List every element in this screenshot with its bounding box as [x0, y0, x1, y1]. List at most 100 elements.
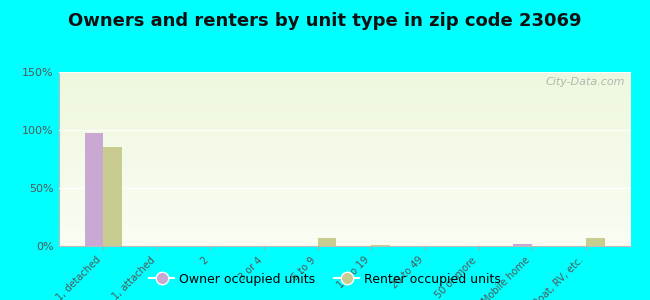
Bar: [58, 100, 630, 101]
Bar: [58, 233, 630, 234]
Bar: [58, 107, 630, 108]
Bar: [58, 121, 630, 122]
Bar: [58, 230, 630, 231]
Bar: [58, 189, 630, 190]
Bar: [58, 167, 630, 168]
Bar: [58, 177, 630, 178]
Bar: [58, 205, 630, 206]
Bar: [58, 96, 630, 97]
Bar: [58, 75, 630, 76]
Bar: [58, 148, 630, 149]
Bar: [58, 171, 630, 172]
Bar: [58, 181, 630, 182]
Bar: [58, 127, 630, 128]
Bar: [58, 116, 630, 117]
Bar: [58, 218, 630, 219]
Bar: [586, 238, 604, 246]
Bar: [58, 141, 630, 142]
Bar: [58, 114, 630, 115]
Bar: [58, 191, 630, 192]
Bar: [58, 222, 630, 223]
Bar: [58, 99, 630, 100]
Bar: [58, 137, 630, 138]
Bar: [371, 245, 390, 246]
Bar: [58, 98, 630, 99]
Bar: [58, 111, 630, 112]
Bar: [58, 92, 630, 93]
Bar: [58, 245, 630, 246]
Bar: [58, 160, 630, 161]
Bar: [58, 156, 630, 157]
Bar: [58, 164, 630, 165]
Bar: [58, 210, 630, 211]
Bar: [58, 113, 630, 114]
Bar: [58, 157, 630, 158]
Bar: [58, 136, 630, 137]
Bar: [58, 138, 630, 139]
Bar: [58, 214, 630, 215]
Bar: [58, 81, 630, 82]
Bar: [58, 159, 630, 160]
Bar: [58, 84, 630, 85]
Bar: [58, 147, 630, 148]
Bar: [58, 90, 630, 91]
Bar: [58, 89, 630, 90]
Bar: [58, 221, 630, 222]
Bar: [58, 77, 630, 78]
Bar: [58, 215, 630, 216]
Bar: [58, 188, 630, 189]
Bar: [58, 97, 630, 98]
Bar: [58, 176, 630, 177]
Bar: [58, 211, 630, 212]
Bar: [58, 154, 630, 155]
Bar: [58, 242, 630, 243]
Bar: [58, 129, 630, 130]
Bar: [58, 166, 630, 167]
Bar: [58, 243, 630, 244]
Bar: [58, 74, 630, 75]
Bar: [58, 104, 630, 105]
Bar: [58, 135, 630, 136]
Bar: [58, 103, 630, 104]
Bar: [58, 93, 630, 94]
Bar: [58, 195, 630, 196]
Bar: [58, 207, 630, 208]
Bar: [58, 161, 630, 162]
Text: Owners and renters by unit type in zip code 23069: Owners and renters by unit type in zip c…: [68, 12, 582, 30]
Bar: [58, 102, 630, 103]
Bar: [58, 123, 630, 124]
Bar: [58, 106, 630, 107]
Bar: [58, 238, 630, 239]
Bar: [58, 225, 630, 226]
Bar: [58, 192, 630, 193]
Bar: [58, 241, 630, 242]
Bar: [58, 236, 630, 237]
Bar: [514, 244, 532, 246]
Bar: [58, 83, 630, 84]
Bar: [58, 170, 630, 171]
Bar: [58, 108, 630, 109]
Bar: [58, 227, 630, 228]
Bar: [58, 120, 630, 121]
Bar: [58, 132, 630, 133]
Bar: [58, 182, 630, 183]
Bar: [58, 208, 630, 209]
Bar: [58, 235, 630, 236]
Bar: [58, 88, 630, 89]
Bar: [58, 187, 630, 188]
Bar: [58, 78, 630, 79]
Bar: [58, 224, 630, 225]
Bar: [58, 169, 630, 170]
Bar: [58, 140, 630, 141]
Bar: [58, 130, 630, 131]
Bar: [58, 145, 630, 146]
Bar: [58, 196, 630, 197]
Bar: [58, 212, 630, 213]
Bar: [103, 147, 122, 246]
Bar: [58, 202, 630, 203]
Bar: [58, 85, 630, 86]
Bar: [58, 178, 630, 179]
Bar: [58, 149, 630, 150]
Bar: [58, 119, 630, 120]
Bar: [58, 86, 630, 87]
